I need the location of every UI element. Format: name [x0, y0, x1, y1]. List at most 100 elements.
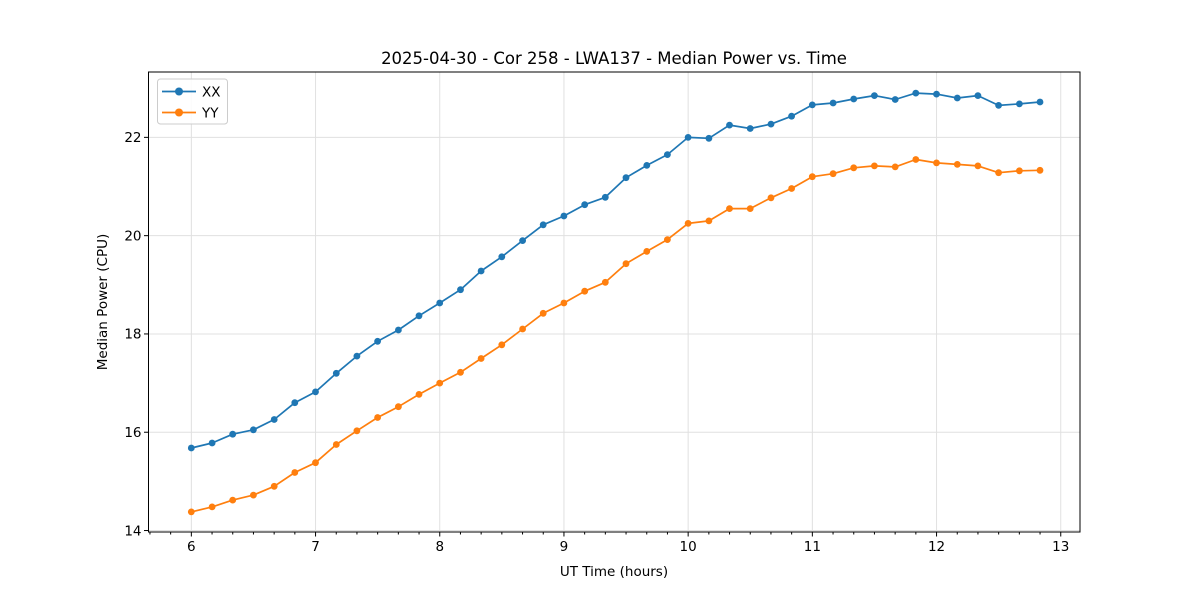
- data-point-yy: [891, 163, 899, 171]
- data-point-xx: [560, 212, 568, 220]
- data-point-xx: [457, 286, 464, 294]
- data-point-yy: [250, 491, 257, 499]
- x-tick-label: 6: [187, 539, 196, 555]
- data-point-yy: [415, 391, 423, 398]
- series-line-xx: [190, 92, 1041, 449]
- x-tick-label: 7: [311, 539, 320, 555]
- x-tick-label: 11: [804, 539, 821, 555]
- data-point-xx: [581, 201, 589, 209]
- x-axis-label: UT Time (hours): [560, 564, 668, 580]
- data-point-yy: [643, 248, 651, 255]
- data-point-yy: [871, 162, 878, 170]
- x-tick-label: 9: [560, 539, 569, 555]
- data-point-yy: [1016, 167, 1023, 175]
- data-point-xx: [312, 388, 319, 396]
- data-point-yy: [581, 287, 589, 295]
- data-point-xx: [270, 416, 278, 423]
- data-point-xx: [250, 426, 257, 434]
- data-point-yy: [953, 161, 961, 168]
- data-point-xx: [684, 134, 692, 141]
- data-point-xx: [187, 444, 195, 452]
- data-point-yy: [395, 403, 402, 411]
- data-point-yy: [788, 185, 795, 192]
- data-point-yy: [270, 482, 278, 490]
- data-point-yy: [933, 159, 940, 167]
- data-point-yy: [229, 496, 237, 504]
- data-point-yy: [539, 309, 547, 317]
- data-point-xx: [415, 312, 423, 320]
- data-point-xx: [767, 120, 775, 128]
- data-point-xx: [664, 151, 671, 159]
- data-point-xx: [643, 162, 651, 169]
- y-tick-label: 16: [124, 425, 141, 441]
- data-point-xx: [891, 96, 899, 103]
- data-point-yy: [560, 299, 568, 307]
- data-point-yy: [664, 236, 671, 244]
- data-point-yy: [808, 173, 816, 181]
- x-tick-label: 10: [680, 539, 697, 555]
- data-point-yy: [995, 169, 1002, 177]
- legend-label-yy: YY: [201, 105, 219, 121]
- y-tick-label: 18: [124, 327, 141, 343]
- data-point-xx: [395, 326, 402, 334]
- x-tick-label: 12: [928, 539, 945, 555]
- data-point-yy: [332, 441, 340, 448]
- data-point-yy: [829, 170, 837, 178]
- data-point-xx: [871, 92, 878, 99]
- data-point-xx: [850, 95, 858, 103]
- data-point-xx: [374, 337, 381, 345]
- data-point-xx: [829, 99, 837, 107]
- data-point-yy: [353, 427, 361, 435]
- data-point-yy: [374, 414, 381, 421]
- data-point-xx: [601, 193, 609, 201]
- data-point-yy: [498, 341, 506, 349]
- data-point-yy: [457, 368, 464, 376]
- data-point-xx: [1036, 98, 1044, 106]
- data-point-xx: [436, 299, 444, 307]
- data-point-xx: [705, 134, 713, 142]
- data-point-yy: [974, 162, 982, 170]
- data-point-yy: [187, 508, 195, 516]
- series-line-yy: [190, 158, 1041, 513]
- data-point-xx: [953, 94, 961, 102]
- data-point-xx: [974, 92, 982, 99]
- grid: [148, 72, 1080, 532]
- data-point-xx: [622, 174, 630, 182]
- data-point-xx: [995, 102, 1002, 109]
- data-point-xx: [808, 101, 816, 109]
- data-point-yy: [684, 220, 692, 227]
- x-tick-label: 8: [435, 539, 444, 555]
- data-point-yy: [850, 164, 858, 172]
- data-point-yy: [208, 503, 216, 511]
- data-point-xx: [353, 352, 361, 360]
- data-point-xx: [498, 253, 506, 261]
- legend-sample-marker-xx: [175, 87, 183, 96]
- data-point-xx: [519, 237, 526, 245]
- chart-title: 2025-04-30 - Cor 258 - LWA137 - Median P…: [381, 49, 847, 68]
- legend-label-xx: XX: [202, 84, 221, 100]
- data-point-yy: [746, 205, 754, 213]
- y-tick-label: 22: [124, 130, 141, 146]
- data-point-yy: [312, 459, 319, 467]
- data-point-yy: [767, 194, 775, 202]
- data-point-xx: [208, 439, 216, 447]
- data-point-yy: [705, 217, 713, 225]
- data-point-xx: [229, 430, 237, 438]
- data-point-yy: [291, 469, 299, 476]
- data-point-xx: [1016, 100, 1023, 108]
- x-tick-label: 13: [1052, 539, 1069, 555]
- data-point-yy: [1036, 166, 1044, 174]
- data-point-yy: [622, 260, 630, 268]
- data-point-yy: [477, 355, 485, 362]
- legend-sample-marker-yy: [175, 108, 183, 117]
- legend: XX YY: [157, 78, 228, 125]
- data-point-xx: [746, 125, 754, 132]
- data-point-yy: [436, 379, 444, 387]
- data-point-yy: [519, 325, 526, 333]
- data-point-yy: [726, 205, 733, 213]
- y-axis-label: Median Power (CPU): [95, 234, 111, 370]
- plot-frame: [148, 71, 1081, 533]
- axis-ticks: 6 7 8 9 10 11 12 13 14 16 18 20 22: [124, 130, 1069, 555]
